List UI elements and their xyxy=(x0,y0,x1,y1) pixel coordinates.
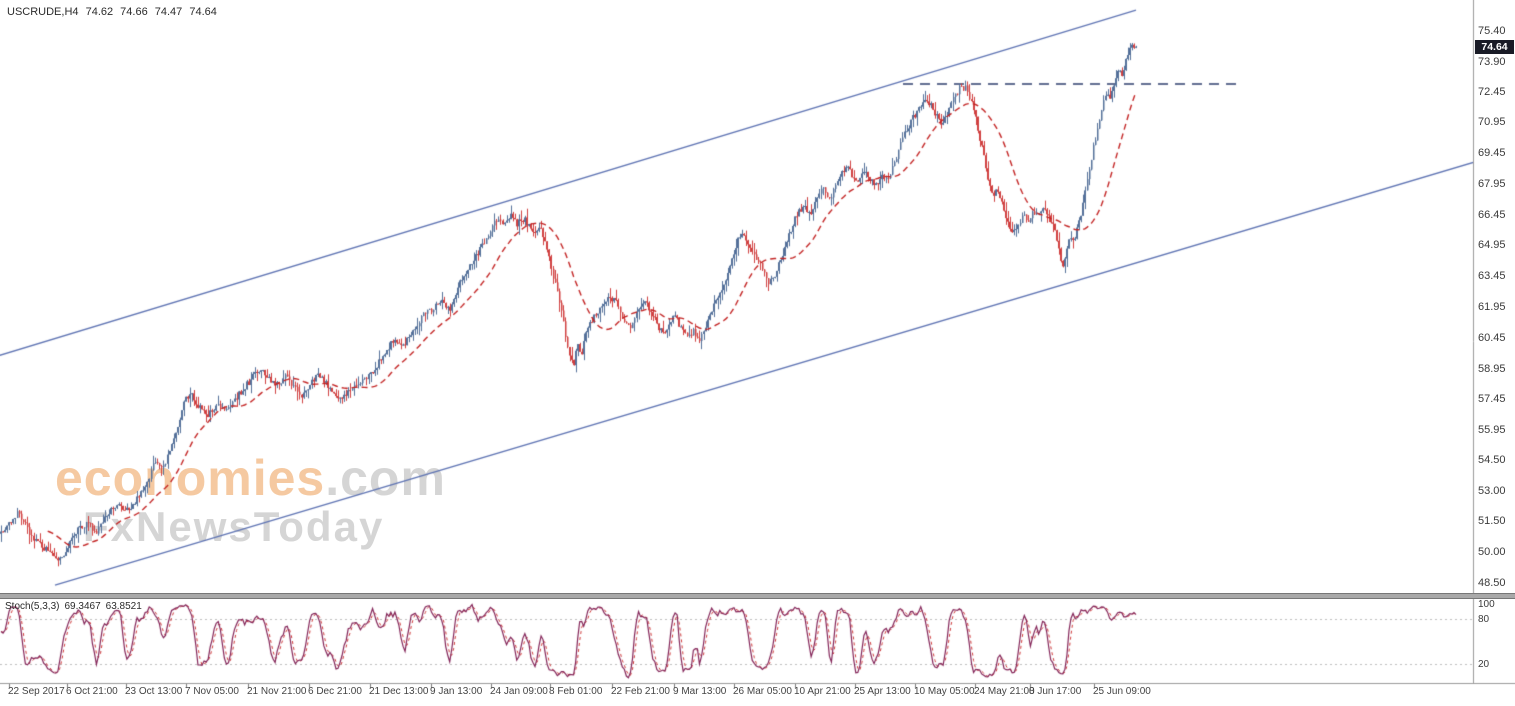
price-tick-label: 60.45 xyxy=(1478,331,1506,344)
stoch-signal-value: 63.8521 xyxy=(105,601,142,612)
time-axis-label: 6 Dec 21:00 xyxy=(308,686,362,697)
price-tick-label: 73.90 xyxy=(1478,55,1506,68)
time-axis-label: 10 Apr 21:00 xyxy=(794,686,851,697)
stoch-tick-label: 100 xyxy=(1478,599,1495,610)
time-axis-label: 23 Oct 13:00 xyxy=(125,686,183,697)
price-tick-label: 58.95 xyxy=(1478,362,1506,375)
price-tick-label: 55.95 xyxy=(1478,424,1506,437)
price-tick-label: 51.50 xyxy=(1478,515,1506,528)
price-tick-label: 69.45 xyxy=(1478,147,1506,160)
time-axis-label: 25 Jun 09:00 xyxy=(1093,686,1151,697)
price-tick-label: 61.95 xyxy=(1478,301,1506,313)
time-axis-label: 21 Dec 13:00 xyxy=(369,686,429,697)
current-price-badge: 74.64 xyxy=(1475,40,1514,54)
price-axis[interactable]: 75.40 73.90 72.45 70.95 69.45 67.95 66.45 64.95… xyxy=(1474,0,1515,593)
price-tick-label: 53.00 xyxy=(1478,484,1506,497)
time-axis-label: 26 Mar 05:00 xyxy=(733,686,792,697)
time-axis-label: 6 Oct 21:00 xyxy=(66,686,118,697)
time-axis-label: 9 Mar 13:00 xyxy=(673,686,727,697)
symbol-info: USCRUDE,H4 74.62 74.66 74.47 74.64 xyxy=(7,6,221,18)
price-tick-label: 50.00 xyxy=(1478,546,1506,559)
time-axis-label: 10 May 05:00 xyxy=(914,686,975,697)
stochastic-indicator-label: Stoch(5,3,3) 69.3467 63.8521 xyxy=(5,601,142,612)
time-axis-label: 22 Feb 21:00 xyxy=(611,686,670,697)
ohlc-low: 74.47 xyxy=(154,6,183,18)
time-axis-label: 9 Jan 13:00 xyxy=(430,686,483,697)
time-axis-label: 8 Feb 01:00 xyxy=(549,686,603,697)
ohlc-open: 74.62 xyxy=(85,6,114,18)
stoch-tick-label: 20 xyxy=(1478,659,1490,670)
price-tick-label: 70.95 xyxy=(1478,116,1506,129)
time-axis-label: 24 Jan 09:00 xyxy=(490,686,548,697)
stoch-main-value: 69.3467 xyxy=(64,601,101,612)
ohlc-high: 74.66 xyxy=(120,6,148,18)
price-tick-label: 63.45 xyxy=(1478,270,1506,283)
stochastic-axis[interactable]: 100 80 20 xyxy=(1474,599,1515,681)
symbol-label: USCRUDE,H4 xyxy=(7,6,79,18)
ohlc-close: 74.64 xyxy=(189,6,217,18)
time-axis-label: 22 Sep 2017 xyxy=(8,686,65,697)
price-tick-label: 54.50 xyxy=(1478,453,1506,466)
price-tick-label: 75.40 xyxy=(1478,25,1506,37)
time-axis-label: 24 May 21:00 xyxy=(974,686,1035,697)
price-tick-label: 64.95 xyxy=(1478,239,1506,252)
time-axis-label: 21 Nov 21:00 xyxy=(247,686,307,697)
stoch-name: Stoch(5,3,3) xyxy=(5,601,60,612)
time-axis-label: 25 Apr 13:00 xyxy=(854,686,911,697)
price-tick-label: 48.50 xyxy=(1478,577,1506,589)
price-tick-label: 66.45 xyxy=(1478,208,1506,221)
time-axis-label: 7 Nov 05:00 xyxy=(185,686,239,697)
price-tick-label: 67.95 xyxy=(1478,177,1506,190)
time-axis-label: 8 Jun 17:00 xyxy=(1029,686,1082,697)
stoch-tick-label: 80 xyxy=(1478,614,1490,625)
time-axis[interactable]: 22 Sep 2017 6 Oct 21:00 23 Oct 13:00 7 Nov … xyxy=(0,684,1515,706)
price-tick-label: 72.45 xyxy=(1478,85,1506,98)
pane-separator-handle[interactable] xyxy=(0,593,1515,599)
price-tick-label: 57.45 xyxy=(1478,393,1506,406)
